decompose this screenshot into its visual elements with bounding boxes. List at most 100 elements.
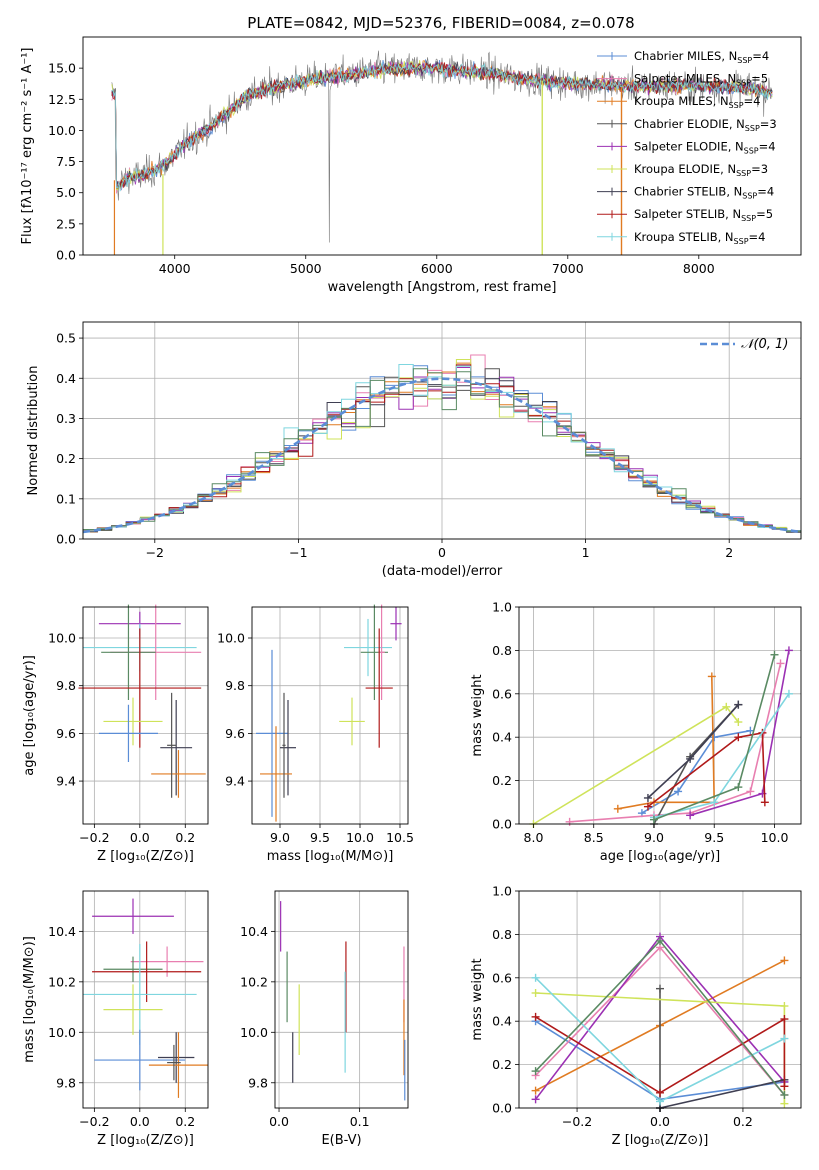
x-axis-label: Z [log₁₀(Z/Z⊙)] <box>97 849 194 864</box>
x-tick-label: 9.0 <box>270 830 290 845</box>
y-tick-label: 0.4 <box>492 730 512 745</box>
plot-area-age-vs-mass <box>256 604 402 822</box>
x-tick-label: 6000 <box>421 261 453 276</box>
x-axis-label: wavelength [Angstrom, rest frame] <box>328 280 557 295</box>
axes-frame <box>518 606 802 825</box>
y-tick-label: 9.8 <box>225 678 245 693</box>
spectrum-model-line <box>111 61 773 192</box>
legend-label: 𝒩(0, 1) <box>741 337 788 352</box>
y-axis-label: mass [log₁₀(M/M⊙)] <box>22 936 37 1063</box>
y-tick-label: 9.4 <box>56 774 76 789</box>
y-tick-label: 0.2 <box>56 451 76 466</box>
x-tick-label: 0.0 <box>130 830 150 845</box>
legend-label: Kroupa MILES, NSSP=4 <box>634 94 760 110</box>
x-tick-label: −2 <box>146 545 164 560</box>
axes-frame <box>518 890 802 1109</box>
point-chabrier-elodie <box>167 1044 181 1081</box>
x-tick-label: −0.2 <box>79 1114 109 1129</box>
legend-label-sub: SSP <box>736 79 751 88</box>
legend-label: Chabrier MILES, NSSP=4 <box>634 49 769 65</box>
y-tick-label: 0.4 <box>56 371 76 386</box>
legend-label-text: Kroupa MILES, N <box>634 94 729 108</box>
y-tick-label: 5.0 <box>56 185 76 200</box>
series-line <box>659 1079 785 1109</box>
x-tick-label: 8000 <box>683 261 715 276</box>
series-line <box>647 731 766 808</box>
point-elodie-green <box>101 604 156 700</box>
y-tick-label: 10.4 <box>240 924 268 939</box>
x-tick-label: 0.2 <box>175 1114 195 1129</box>
point-kroupa-elodie <box>103 984 163 1035</box>
legend-label-text: Kroupa ELODIE, N <box>634 162 736 176</box>
y-tick-label: 10.0 <box>48 1025 76 1040</box>
y-tick-label: 9.6 <box>56 726 76 741</box>
panel-spectrum: 4000 5000 6000 7000 8000 0.0 2.5 5.0 7.5 10.0 12.5… <box>20 36 802 295</box>
legend-label-suffix: =3 <box>760 117 777 131</box>
y-tick-label: 0.8 <box>492 643 512 658</box>
legend-label: Kroupa ELODIE, NSSP=3 <box>634 162 768 178</box>
axes-frame <box>82 36 802 256</box>
y-tick-label: 0.0 <box>56 248 76 263</box>
y-tick-label: 9.8 <box>56 678 76 693</box>
x-tick-label: 0.2 <box>733 1114 753 1129</box>
x-tick-label: 9.0 <box>644 830 664 845</box>
y-tick-label: 12.5 <box>48 92 76 107</box>
legend-label-suffix: =4 <box>744 94 761 108</box>
legend-label-suffix: =5 <box>756 207 773 221</box>
legend-label: Salpeter MILES, NSSP=5 <box>634 72 768 88</box>
legend-label-sub: SSP <box>734 237 749 246</box>
point-chabrier-stelib <box>280 700 296 796</box>
y-tick-label: 1.0 <box>492 600 512 615</box>
y-tick-label: 10.0 <box>217 631 245 646</box>
y-tick-label: 0.6 <box>492 686 512 701</box>
x-tick-label: 0.0 <box>269 1114 289 1129</box>
panel-age-vs-Z: −0.2 0.0 0.2 9.4 9.6 9.8 10.0 Z [log₁₀(Z/Z⊙)] ag… <box>22 604 209 864</box>
y-tick-label: 10.0 <box>240 1025 268 1040</box>
point-elodie-green <box>103 956 163 982</box>
plot-area-weight-vs-age <box>529 646 793 828</box>
y-tick-label: 0.2 <box>492 773 512 788</box>
point-kroupa-stelib <box>344 618 392 677</box>
point-salpeter-stelib <box>92 941 202 1003</box>
x-tick-label: −0.2 <box>79 830 109 845</box>
y-tick-label: 0.2 <box>492 1057 512 1072</box>
point-salpeter-stelib <box>78 628 202 748</box>
y-axis-label: mass weight <box>470 674 485 756</box>
point-chabrier-miles <box>256 649 288 817</box>
point-salpeter-elodie <box>92 898 174 934</box>
y-tick-label: 0.4 <box>492 1014 512 1029</box>
point-kroupa-elodie <box>103 697 163 746</box>
legend-label: Kroupa STELIB, NSSP=4 <box>634 230 765 246</box>
plot-area-residuals <box>82 354 802 539</box>
y-tick-label: 0.5 <box>56 331 76 346</box>
legend-label-sub: SSP <box>745 124 760 133</box>
histogram-series <box>82 368 802 539</box>
x-tick-label: 0.0 <box>130 1114 150 1129</box>
axes-frame <box>82 321 802 540</box>
legend-label-suffix: =4 <box>759 139 776 153</box>
legend-label: Salpeter STELIB, NSSP=5 <box>634 207 773 223</box>
y-axis-label: Normed distribution <box>26 366 41 496</box>
axes-frame <box>274 890 409 1109</box>
y-tick-label: 1.0 <box>492 884 512 899</box>
x-axis-label: E(B-V) <box>321 1133 361 1148</box>
legend-label-suffix: =4 <box>752 49 769 63</box>
point-kroupa-miles <box>151 750 206 798</box>
point-kroupa-elodie <box>339 697 365 746</box>
panel-age-vs-mass: 9.0 9.5 10.0 10.5 9.4 9.6 9.8 10.0 mass [log₁₀(M… <box>217 604 414 864</box>
legend-label-sub: SSP <box>744 146 759 155</box>
plot-area-mass-vs-ebv <box>280 901 406 1101</box>
point-salpeter-stelib <box>365 628 393 748</box>
series-line <box>535 1016 786 1094</box>
x-axis-label: Z [log₁₀(Z/Z⊙)] <box>97 1133 194 1148</box>
plot-area-mass-vs-Z <box>83 898 208 1098</box>
x-axis-label: mass [log₁₀(M/M⊙)] <box>267 849 394 864</box>
series-kroupa-stelib <box>531 973 789 1106</box>
point-kroupa-stelib <box>83 943 197 1045</box>
legend-label-suffix: =5 <box>751 72 768 86</box>
figure-title: PLATE=0842, MJD=52376, FIBERID=0084, z=0… <box>247 14 634 32</box>
legend-label-text: Chabrier ELODIE, N <box>634 117 745 131</box>
y-tick-label: 0.0 <box>492 1101 512 1116</box>
legend-label-sub: SSP <box>741 214 756 223</box>
y-tick-label: 10.2 <box>48 974 76 989</box>
